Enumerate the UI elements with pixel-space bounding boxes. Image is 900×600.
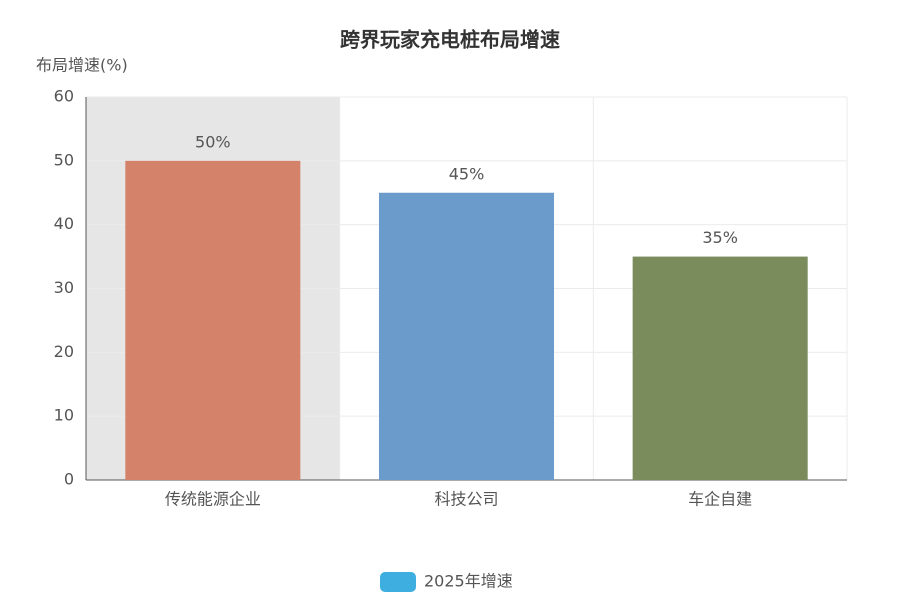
- legend-swatch: [380, 572, 416, 592]
- x-tick-label: 传统能源企业: [165, 490, 261, 509]
- y-axis-label: 布局增速(%): [36, 56, 128, 75]
- y-tick-label: 40: [54, 214, 74, 233]
- bar: [125, 160, 301, 481]
- y-tick-label: 50: [54, 150, 74, 169]
- y-tick-label: 60: [54, 87, 74, 106]
- bar: [632, 256, 808, 480]
- data-label: 50%: [195, 132, 231, 151]
- bar: [378, 192, 555, 480]
- data-label: 35%: [702, 228, 738, 247]
- chart-title: 跨界玩家充电桩布局增速: [340, 28, 560, 52]
- y-tick-label: 30: [54, 278, 74, 297]
- data-label: 45%: [449, 164, 485, 183]
- y-tick-label: 20: [54, 342, 74, 361]
- y-tick-label: 10: [54, 406, 74, 425]
- y-tick-label: 0: [64, 470, 74, 489]
- legend-label: 2025年增速: [424, 572, 513, 591]
- x-tick-label: 车企自建: [688, 490, 752, 509]
- x-tick-label: 科技公司: [434, 490, 498, 509]
